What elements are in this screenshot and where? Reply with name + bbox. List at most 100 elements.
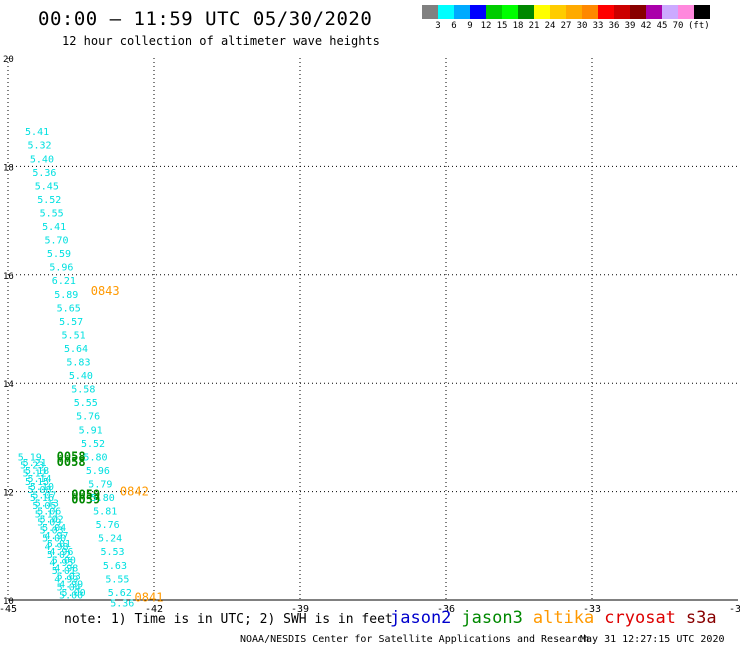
x-tick-label: -36 bbox=[437, 604, 455, 612]
x-tick-label: -30 bbox=[729, 604, 740, 612]
colorbar-label: 15 bbox=[496, 21, 508, 31]
colorbar-label: 27 bbox=[560, 21, 572, 31]
colorbar-label: 21 bbox=[528, 21, 540, 31]
s3a-data-label: 5.07 bbox=[32, 490, 56, 501]
s3a-data-label: 5.59 bbox=[47, 249, 71, 260]
colorbar-label: 12 bbox=[480, 21, 492, 31]
colorbar-label: 33 bbox=[592, 21, 604, 31]
s3a-data-label: 5.41 bbox=[25, 127, 49, 138]
s3a-data-label: 5.65 bbox=[57, 303, 81, 314]
y-tick-label: 12 bbox=[3, 489, 14, 499]
colorbar-swatch bbox=[470, 5, 486, 19]
s3a-data-label: 5.16 bbox=[30, 493, 54, 504]
chart-subtitle: 12 hour collection of altimeter wave hei… bbox=[62, 34, 380, 48]
s3a-data-label: 5.00 bbox=[62, 588, 86, 599]
colorbar-swatch bbox=[454, 5, 470, 19]
s3a-data-label: 5.40 bbox=[30, 154, 54, 165]
colorbar-swatch bbox=[566, 5, 582, 19]
s3a-data-label: 5.00 bbox=[52, 555, 76, 566]
jason3-data-label: 0058 bbox=[57, 449, 86, 463]
s3a-data-label: 4.98 bbox=[45, 542, 69, 553]
colorbar-label: 42 bbox=[640, 21, 652, 31]
s3a-data-label: 5.55 bbox=[105, 574, 129, 585]
s3a-data-label: 5.76 bbox=[96, 520, 120, 531]
s3a-data-label: 5.04 bbox=[42, 523, 66, 534]
s3a-data-label: 5.96 bbox=[86, 466, 110, 477]
s3a-data-label: 4.95 bbox=[49, 558, 73, 569]
s3a-data-label: 5.18 bbox=[25, 466, 49, 477]
s3a-data-label: 5.06 bbox=[37, 507, 61, 518]
s3a-data-label: 4.98 bbox=[54, 563, 78, 574]
s3a-data-label: 5.52 bbox=[37, 195, 61, 206]
colorbar-labels: 3 6 9 12 15 18 21 24 27 30 33 36 39 42 45 70 (ft) bbox=[422, 21, 740, 33]
s3a-data-label: 4.99 bbox=[59, 580, 83, 591]
s3a-data-label: 5.10 bbox=[30, 482, 54, 493]
s3a-data-label: 5.00 bbox=[59, 591, 83, 602]
altika-data-label: 0843 bbox=[91, 284, 120, 298]
s3a-data-label: 5.05 bbox=[32, 501, 56, 512]
wave-height-colorbar bbox=[422, 5, 710, 19]
s3a-data-label: 5.57 bbox=[59, 317, 83, 328]
legend-s3a: s3a bbox=[685, 608, 717, 628]
s3a-data-label: 5.45 bbox=[35, 181, 59, 192]
colorbar-label: 39 bbox=[624, 21, 636, 31]
s3a-data-label: 5.13 bbox=[35, 498, 59, 509]
colorbar-label: 70 bbox=[672, 21, 684, 31]
altika-data-label: 0842 bbox=[120, 485, 149, 499]
s3a-data-label: 5.01 bbox=[47, 539, 71, 550]
s3a-data-label: 5.36 bbox=[110, 599, 134, 610]
legend-jason3: jason3 bbox=[461, 608, 523, 628]
s3a-data-label: 5.04 bbox=[57, 582, 81, 593]
s3a-data-label: 5.70 bbox=[45, 236, 69, 247]
jason3-data-label: 0059 bbox=[71, 487, 100, 501]
y-tick-label: 18 bbox=[3, 163, 14, 173]
colorbar-label: 9 bbox=[467, 21, 473, 31]
colorbar-label: 30 bbox=[576, 21, 588, 31]
s3a-data-label: 5.80 bbox=[91, 493, 115, 504]
x-tick-label: -39 bbox=[291, 604, 309, 612]
s3a-data-label: 5.08 bbox=[27, 485, 51, 496]
colorbar-swatch bbox=[438, 5, 454, 19]
s3a-data-label: 5.58 bbox=[71, 385, 95, 396]
s3a-data-label: 5.03 bbox=[40, 526, 64, 537]
s3a-data-label: 5.32 bbox=[27, 141, 51, 152]
chart-note: note: 1) Time is in UTC; 2) SWH is in fe… bbox=[64, 612, 393, 627]
s3a-data-label: 5.11 bbox=[35, 509, 59, 520]
s3a-data-label: 5.64 bbox=[64, 344, 88, 355]
s3a-data-label: 5.36 bbox=[32, 168, 56, 179]
s3a-data-label: 5.02 bbox=[47, 550, 71, 561]
colorbar-swatch bbox=[486, 5, 502, 19]
s3a-data-label: 5.91 bbox=[79, 425, 103, 436]
s3a-data-label: 5.00 bbox=[42, 534, 66, 545]
s3a-data-label: 5.40 bbox=[69, 371, 93, 382]
s3a-data-label: 5.63 bbox=[103, 561, 127, 572]
s3a-data-label: 5.96 bbox=[49, 263, 73, 274]
satellite-legend: jason2 jason3 altika cryosat s3a bbox=[390, 608, 727, 628]
s3a-data-label: 5.81 bbox=[93, 507, 117, 518]
colorbar-swatch bbox=[518, 5, 534, 19]
colorbar-label: 6 bbox=[451, 21, 457, 31]
colorbar-label: 24 bbox=[544, 21, 556, 31]
s3a-data-label: 5.51 bbox=[62, 330, 86, 341]
y-tick-label: 14 bbox=[3, 380, 14, 390]
s3a-data-label: 5.89 bbox=[54, 290, 78, 301]
s3a-data-label: 5.52 bbox=[81, 439, 105, 450]
s3a-data-label: 4.99 bbox=[54, 574, 78, 585]
s3a-data-label: 5.83 bbox=[66, 358, 90, 369]
colorbar-label: 36 bbox=[608, 21, 620, 31]
colorbar-swatch bbox=[422, 5, 438, 19]
colorbar-swatch bbox=[630, 5, 646, 19]
colorbar-label: 18 bbox=[512, 21, 524, 31]
s3a-data-label: 5.14 bbox=[27, 474, 51, 485]
s3a-data-label: 5.01 bbox=[52, 566, 76, 577]
jason3-data-label: 0059 bbox=[71, 493, 100, 507]
s3a-data-label: 5.41 bbox=[42, 222, 66, 233]
x-tick-label: -45 bbox=[0, 604, 17, 612]
colorbar-swatch bbox=[598, 5, 614, 19]
legend-jason2: jason2 bbox=[390, 608, 452, 628]
s3a-data-label: 5.55 bbox=[40, 208, 64, 219]
colorbar-swatch bbox=[582, 5, 598, 19]
s3a-data-label: 5.23 bbox=[20, 461, 44, 472]
s3a-data-label: 5.03 bbox=[57, 572, 81, 583]
s3a-data-label: 6.21 bbox=[52, 276, 76, 287]
